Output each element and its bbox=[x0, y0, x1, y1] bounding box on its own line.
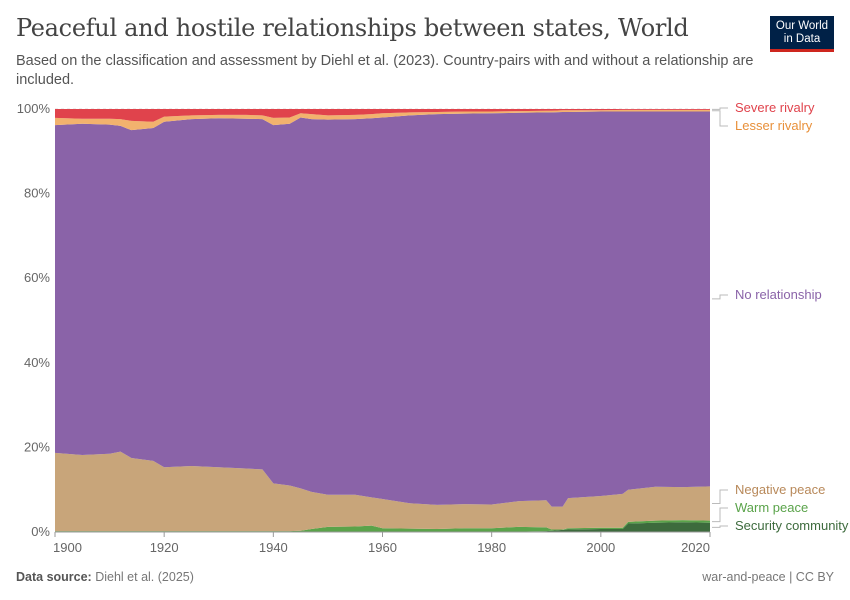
x-tick-label: 2020 bbox=[681, 540, 710, 555]
legend-label-severe-rivalry: Severe rivalry bbox=[735, 100, 815, 115]
chart-title: Peaceful and hostile relationships betwe… bbox=[16, 14, 689, 42]
legend-connector bbox=[712, 294, 728, 300]
x-tick-label: 1920 bbox=[150, 540, 179, 555]
source-label: Data source: bbox=[16, 570, 92, 584]
legend-label-security-community: Security community bbox=[735, 518, 849, 533]
y-tick-label: 40% bbox=[24, 355, 50, 370]
data-source: Data source: Diehl et al. (2025) bbox=[16, 570, 194, 584]
x-tick-label: 1940 bbox=[259, 540, 288, 555]
x-tick-label: 2000 bbox=[586, 540, 615, 555]
x-tick-label: 1960 bbox=[368, 540, 397, 555]
area-no-relationship bbox=[55, 111, 710, 507]
legend-connector bbox=[712, 525, 728, 528]
y-tick-label: 100% bbox=[17, 101, 51, 116]
legend-label-negative-peace: Negative peace bbox=[735, 482, 825, 497]
area-warm-peace bbox=[55, 520, 710, 532]
y-tick-label: 60% bbox=[24, 270, 50, 285]
owid-logo[interactable]: Our World in Data bbox=[770, 16, 834, 52]
x-tick-label: 1900 bbox=[53, 540, 82, 555]
legend-connector bbox=[712, 110, 728, 127]
y-tick-label: 20% bbox=[24, 439, 50, 454]
area-lesser-rivalry bbox=[55, 109, 710, 131]
area-security-community bbox=[55, 522, 710, 532]
legend-connector bbox=[712, 489, 728, 504]
x-tick-label: 1980 bbox=[477, 540, 506, 555]
legend-label-warm-peace: Warm peace bbox=[735, 500, 808, 515]
y-tick-label: 80% bbox=[24, 186, 50, 201]
legend-connector bbox=[712, 107, 728, 110]
license[interactable]: war-and-peace | CC BY bbox=[702, 570, 834, 584]
source-link[interactable]: Diehl et al. (2025) bbox=[95, 570, 194, 584]
legend-label-lesser-rivalry: Lesser rivalry bbox=[735, 118, 813, 133]
legend-connector bbox=[712, 507, 728, 523]
legend-label-no-relationship: No relationship bbox=[735, 287, 822, 302]
y-tick-label: 0% bbox=[31, 524, 50, 539]
chart-subtitle: Based on the classification and assessme… bbox=[16, 53, 754, 88]
area-negative-peace bbox=[55, 451, 710, 532]
area-severe-rivalry bbox=[55, 109, 710, 122]
